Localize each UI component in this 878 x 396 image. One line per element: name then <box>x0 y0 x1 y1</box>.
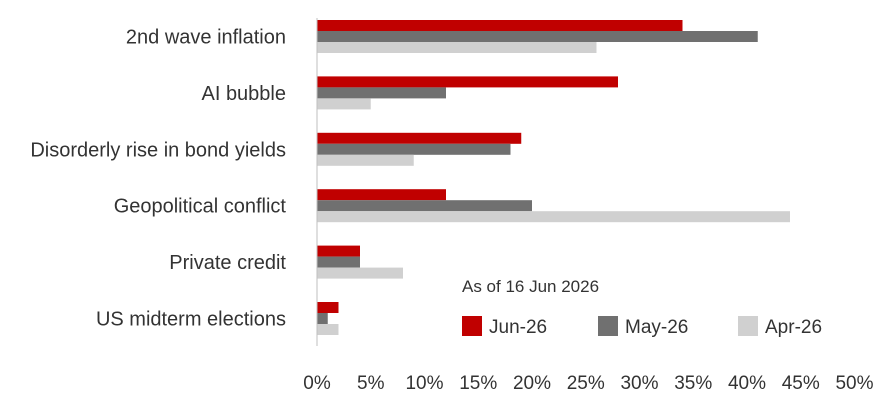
category-label: Disorderly rise in bond yields <box>30 139 286 161</box>
legend: Jun-26 May-26 Apr-26 <box>462 316 822 338</box>
legend-swatch-apr-26 <box>738 316 758 336</box>
x-tick-label: 45% <box>782 373 820 391</box>
bar-jun-26-1 <box>317 76 618 88</box>
bar-jun-26-0 <box>317 20 683 31</box>
category-label: 2nd wave inflation <box>126 27 286 49</box>
x-tick-label: 40% <box>728 373 766 391</box>
bar-may-26-2 <box>317 143 511 155</box>
x-tick-label: 50% <box>835 373 873 391</box>
bar-may-26-0 <box>317 31 758 42</box>
x-tick-label: 5% <box>357 373 385 391</box>
bar-jun-26-2 <box>317 132 522 144</box>
x-tick-label: 25% <box>567 373 605 391</box>
bar-may-26-5 <box>317 313 328 324</box>
bar-apr-26-0 <box>317 42 597 53</box>
bar-may-26-3 <box>317 200 532 212</box>
x-tick-labels: 0% 5% 10% 15% 20% 25% 30% 35% 40% 45% 50% <box>303 373 873 394</box>
category-labels: 2nd wave inflation AI bubble Disorderly ri… <box>30 27 286 331</box>
category-label: Geopolitical conflict <box>114 196 287 218</box>
bar-may-26-1 <box>317 87 446 99</box>
category-label: US midterm elections <box>96 309 286 331</box>
bar-may-26-4 <box>317 256 360 268</box>
legend-swatch-jun-26 <box>462 316 482 336</box>
x-tick-label: 30% <box>620 373 658 391</box>
x-tick-label: 35% <box>674 373 712 391</box>
category-label: Private credit <box>169 252 286 274</box>
x-tick-label: 15% <box>459 373 497 391</box>
x-tick-label: 10% <box>405 373 443 391</box>
bar-jun-26-3 <box>317 189 446 201</box>
category-label: AI bubble <box>201 83 286 105</box>
bar-jun-26-5 <box>317 302 339 313</box>
bar-apr-26-2 <box>317 154 414 166</box>
bar-jun-26-4 <box>317 245 360 257</box>
legend-swatch-may-26 <box>598 316 618 336</box>
x-tick-label: 20% <box>513 373 551 391</box>
bar-apr-26-5 <box>317 324 339 335</box>
bars-layer <box>317 20 790 335</box>
legend-label-apr-26: Apr-26 <box>765 317 822 338</box>
legend-label-may-26: May-26 <box>625 317 688 338</box>
bar-apr-26-4 <box>317 267 403 279</box>
legend-label-jun-26: Jun-26 <box>489 317 547 338</box>
as-of-annotation: As of 16 Jun 2026 <box>462 277 599 296</box>
x-tick-label: 0% <box>303 373 331 391</box>
bar-apr-26-3 <box>317 211 790 223</box>
bar-apr-26-1 <box>317 98 371 110</box>
